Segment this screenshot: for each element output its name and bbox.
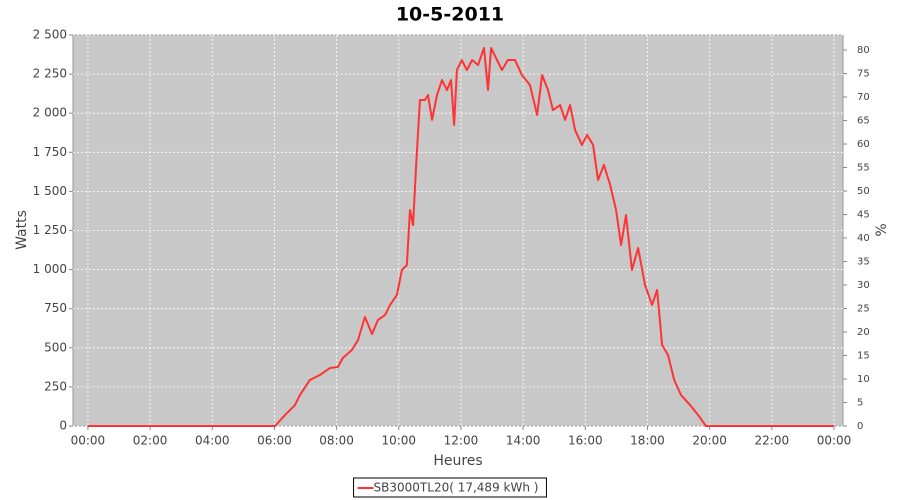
y-tick-label: 750	[44, 301, 67, 315]
x-tick-label: 20:00	[692, 434, 727, 448]
y2-tick-label: 65	[857, 116, 870, 127]
y2-tick-label: 30	[857, 280, 870, 291]
x-tick-label: 22:00	[755, 434, 790, 448]
y-tick-label: 1 250	[33, 223, 67, 237]
y2-tick-label: 60	[857, 139, 870, 150]
y2-tick-label: 80	[857, 45, 870, 56]
y2-tick-label: 5	[857, 398, 863, 409]
x-tick-label: 00:00	[817, 434, 852, 448]
y2-tick-label: 40	[857, 233, 870, 244]
y-tick-label: 1 500	[33, 184, 67, 198]
x-tick-label: 10:00	[381, 434, 416, 448]
x-tick-label: 04:00	[195, 434, 230, 448]
y-tick-label: 0	[59, 419, 67, 433]
y2-tick-label: 70	[857, 92, 870, 103]
y2-tick-label: 75	[857, 69, 870, 80]
y2-tick-label: 50	[857, 186, 870, 197]
x-tick-label: 02:00	[133, 434, 168, 448]
y-tick-label: 2 500	[33, 28, 67, 42]
y2-tick-label: 10	[857, 374, 870, 385]
y2-tick-label: 20	[857, 327, 870, 338]
y-tick-label: 500	[44, 340, 67, 354]
x-tick-label: 18:00	[630, 434, 665, 448]
x-tick-label: 08:00	[319, 434, 354, 448]
y2-tick-label: 35	[857, 257, 870, 268]
legend: SB3000TL20( 17,489 kWh )	[353, 477, 547, 498]
y2-tick-label: 25	[857, 304, 870, 315]
x-tick-label: 06:00	[257, 434, 292, 448]
y2-axis-title: %	[874, 223, 890, 236]
x-axis-title: Heures	[433, 453, 482, 469]
y2-tick-label: 45	[857, 210, 870, 221]
y-tick-label: 1 750	[33, 145, 67, 159]
y-tick-label: 250	[44, 379, 67, 393]
y2-tick-label: 0	[857, 421, 863, 432]
x-tick-label: 00:00	[71, 434, 106, 448]
y-tick-label: 2 250	[33, 67, 67, 81]
y-tick-label: 2 000	[33, 106, 67, 120]
y2-tick-label: 15	[857, 351, 870, 362]
y2-tick-label: 55	[857, 163, 870, 174]
x-tick-label: 16:00	[568, 434, 603, 448]
chart-title: 10-5-2011	[396, 4, 504, 26]
legend-box	[353, 477, 547, 498]
data-line	[87, 46, 834, 427]
y-axis-title: Watts	[14, 210, 30, 250]
x-tick-label: 12:00	[444, 434, 479, 448]
y-tick-label: 1 000	[33, 262, 67, 276]
legend-label: SB3000TL20( 17,489 kWh )	[374, 481, 539, 495]
x-tick-label: 14:00	[506, 434, 541, 448]
